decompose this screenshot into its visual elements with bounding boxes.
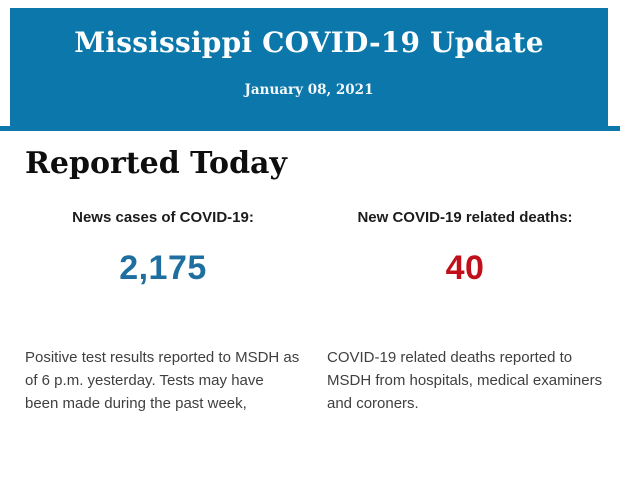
stat-new-cases: News cases of COVID-19: 2,175 Positive t…: [25, 210, 301, 415]
section-heading: Reported Today: [25, 146, 287, 181]
page-title: Mississippi COVID-19 Update: [74, 26, 544, 59]
report-content: Reported Today News cases of COVID-19: 2…: [0, 131, 620, 415]
stats-grid: News cases of COVID-19: 2,175 Positive t…: [25, 210, 620, 415]
new-deaths-label: New COVID-19 related deaths:: [357, 209, 573, 226]
new-cases-description: Positive test results reported to MSDH a…: [25, 349, 300, 412]
new-cases-label: News cases of COVID-19:: [72, 209, 254, 226]
header-banner: Mississippi COVID-19 Update January 08, …: [10, 8, 608, 126]
stat-new-deaths: New COVID-19 related deaths: 40 COVID-19…: [327, 210, 603, 415]
new-deaths-value: 40: [445, 249, 485, 287]
report-date: January 08, 2021: [244, 82, 374, 98]
new-deaths-description: COVID-19 related deaths reported to MSDH…: [327, 349, 603, 412]
new-cases-value: 2,175: [119, 249, 207, 287]
header-divider: [0, 126, 620, 131]
